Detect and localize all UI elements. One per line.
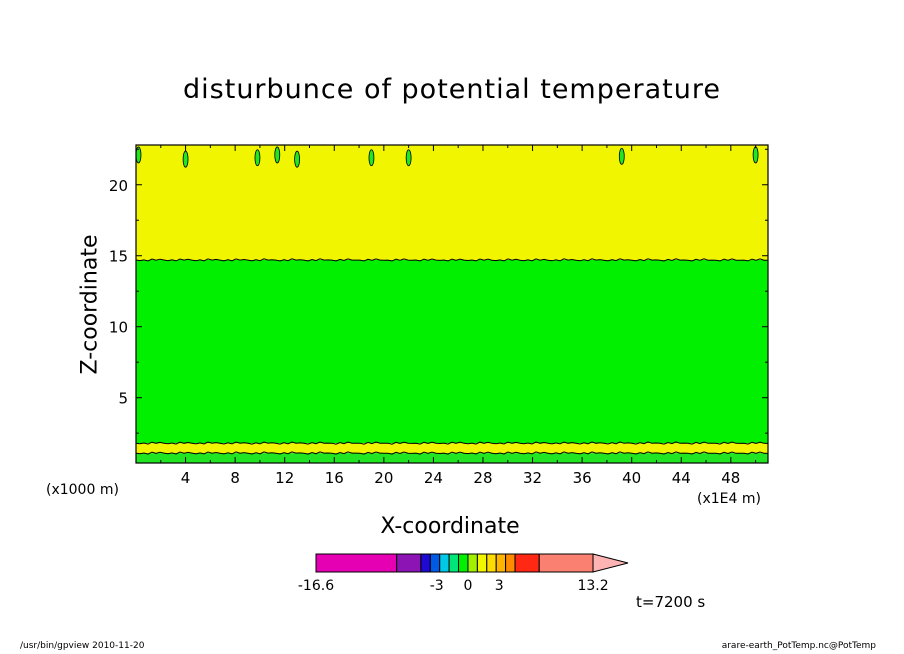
x-tick-label: 44: [672, 469, 691, 487]
contour-band: [136, 145, 768, 260]
contour-blob: [254, 149, 261, 167]
contour-blob: [182, 150, 189, 168]
x-axis-label: X-coordinate: [380, 514, 520, 539]
colorbar-segment: [315, 553, 398, 573]
y-tick-label: 15: [109, 248, 128, 266]
x-tick-label: 16: [325, 469, 344, 487]
contour-line: [135, 451, 769, 455]
colorbar-segment: [514, 553, 540, 573]
x-tick-label: 32: [523, 469, 542, 487]
colorbar-segment: [448, 553, 460, 573]
colorbar-segment: [396, 553, 422, 573]
y-tick-label: 10: [109, 319, 128, 337]
x-tick-label: 20: [374, 469, 393, 487]
x-tick-label: 4: [181, 469, 191, 487]
x-tick-label: 12: [275, 469, 294, 487]
y-tick-label: 5: [118, 390, 128, 408]
colorbar-segment: [439, 553, 450, 573]
plot-frame: [135, 144, 769, 464]
x-tick-label: 36: [573, 469, 592, 487]
y-tick-label: 20: [109, 177, 128, 195]
contour-blob: [274, 146, 281, 164]
contour-line: [135, 258, 769, 262]
contour-line: [135, 441, 769, 445]
contour-blob: [368, 149, 375, 167]
time-label: t=7200 s: [636, 593, 706, 611]
x-unit-right-label: (x1E4 m): [697, 491, 761, 507]
contour-band: [136, 443, 768, 454]
x-tick-label: 48: [721, 469, 740, 487]
colorbar-segment: [467, 553, 478, 573]
x-unit-left-label: (x1000 m): [46, 482, 119, 498]
colorbar-tick-label: -3: [430, 578, 444, 594]
colorbar-segment: [505, 553, 516, 573]
footer-right-text: arare-earth_PotTemp.nc@PotTemp: [721, 641, 876, 651]
x-tick-label: 24: [424, 469, 443, 487]
colorbar-tick-label: 0: [464, 578, 473, 594]
colorbar-segment: [486, 553, 497, 573]
footer-left-text: /usr/bin/gpview 2010-11-20: [20, 641, 145, 651]
contour-blob: [752, 146, 759, 164]
colorbar-segment: [592, 553, 629, 573]
colorbar-segment: [429, 553, 441, 573]
colorbar-tick-label: 3: [495, 578, 504, 594]
contour-band: [136, 259, 768, 444]
chart-title: disturbunce of potential temperature: [183, 74, 721, 105]
colorbar-segment: [538, 553, 594, 573]
colorbar-segment: [476, 553, 488, 573]
colorbar-segment: [458, 553, 469, 573]
contour-band: [136, 453, 768, 463]
contour-blob: [405, 149, 412, 167]
colorbar-min-label: -16.6: [298, 578, 334, 594]
colorbar-segment: [420, 553, 431, 573]
colorbar-segment: [495, 553, 507, 573]
contour-blob: [618, 147, 625, 165]
x-tick-label: 40: [622, 469, 641, 487]
x-tick-label: 8: [230, 469, 240, 487]
colorbar-max-label: 13.2: [577, 578, 608, 594]
contour-blob: [294, 150, 300, 168]
x-tick-label: 28: [473, 469, 492, 487]
